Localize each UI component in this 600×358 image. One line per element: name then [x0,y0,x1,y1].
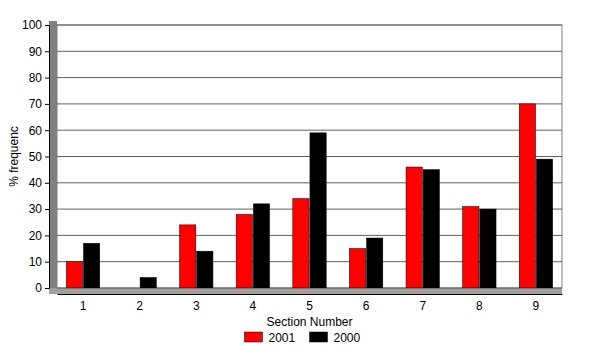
x-axis-line [58,294,563,295]
x-tick: 3 [193,294,200,313]
x-tick-label: 7 [419,299,426,313]
grid-line [57,182,562,183]
legend: 2001 2000 [245,331,361,345]
grid-line [57,156,562,157]
wall [49,21,57,288]
y-tick-label: 50 [29,150,43,164]
y-tick-label: 20 [29,229,43,243]
x-tick-label: 8 [476,299,483,313]
y-tick-mark [45,288,49,289]
legend-label: 2000 [334,331,361,345]
y-tick: 30 [29,202,49,216]
legend-swatch [245,332,263,342]
x-tick-label: 4 [250,299,257,313]
bar [480,209,496,288]
y-tick-mark [45,262,49,263]
y-tick-mark [45,104,49,105]
x-axis-title: Section Number [266,315,352,329]
y-tick: 90 [29,45,49,59]
y-tick-label: 10 [29,255,43,269]
x-axis: 1 2 3 4 5 6 7 8 9 [58,294,563,313]
chart: 0 10 20 30 40 50 60 70 80 90 100 1 2 3 4 5 6 7 8 9 Section N… [0,0,600,358]
legend-swatch [310,332,328,342]
x-tick: 4 [250,294,257,313]
plot-frame [57,25,562,288]
bar [123,288,139,289]
y-tick-mark [45,130,49,131]
bar [66,262,82,288]
y-axis: 0 10 20 30 40 50 60 70 80 90 100 [22,18,50,295]
x-tick-label: 9 [533,299,540,313]
y-tick: 0 [35,281,49,295]
x-tick-label: 3 [193,299,200,313]
bars [66,104,552,288]
floor [49,288,562,294]
bar [423,170,439,288]
bar [310,133,326,288]
x-tick: 1 [80,294,87,313]
y-tick-label: 60 [29,124,43,138]
y-tick-label: 100 [22,18,42,32]
bar [536,159,552,288]
y-tick: 20 [29,229,49,243]
x-tick-label: 2 [136,299,143,313]
bar [463,206,479,288]
y-tick: 60 [29,124,49,138]
grid-line [57,77,562,78]
y-tick-mark [45,157,49,158]
y-tick-mark [45,183,49,184]
legend-label: 2001 [269,331,296,345]
y-tick-mark [45,209,49,210]
y-tick-label: 0 [35,281,42,295]
x-tick-label: 1 [80,299,87,313]
y-tick-label: 40 [29,176,43,190]
y-tick: 80 [29,71,49,85]
y-tick-mark [45,78,49,79]
y-tick: 40 [29,176,49,190]
y-tick: 70 [29,97,49,111]
x-tick: 8 [476,294,483,313]
x-tick: 7 [419,294,426,313]
bar [236,214,252,288]
bar [253,204,269,288]
y-tick-label: 70 [29,97,43,111]
series [83,133,552,288]
y-tick-mark [45,25,49,26]
x-tick: 9 [533,294,540,313]
bar [140,277,156,288]
y-tick: 10 [29,255,49,269]
y-tick-label: 90 [29,45,43,59]
grid-line [57,25,562,26]
plot: 0 10 20 30 40 50 60 70 80 90 100 1 2 3 4 5 6 7 8 9 [22,18,563,313]
y-tick: 50 [29,150,49,164]
x-tick-label: 6 [363,299,370,313]
legend-item: 2000 [310,331,361,345]
bar [519,104,535,288]
y-tick-mark [45,235,49,236]
legend-item: 2001 [245,331,296,345]
series [66,104,535,288]
y-axis-title: % frequenc [7,126,21,187]
x-tick: 6 [363,294,370,313]
x-tick: 2 [136,294,143,313]
bar [83,243,99,288]
x-tick-label: 5 [306,299,313,313]
grid-line [57,103,562,104]
y-tick-label: 30 [29,202,43,216]
bar [349,249,365,288]
grid-line [57,130,562,131]
y-axis-line [45,26,50,289]
y-tick-mark [45,51,49,52]
bar [180,225,196,288]
x-tick: 5 [306,294,313,313]
y-tick-label: 80 [29,71,43,85]
bar [293,199,309,288]
bar [367,238,383,288]
bar [406,167,422,288]
y-tick: 100 [22,18,49,32]
grid [57,25,562,288]
grid-line [57,51,562,52]
bar [197,251,213,288]
